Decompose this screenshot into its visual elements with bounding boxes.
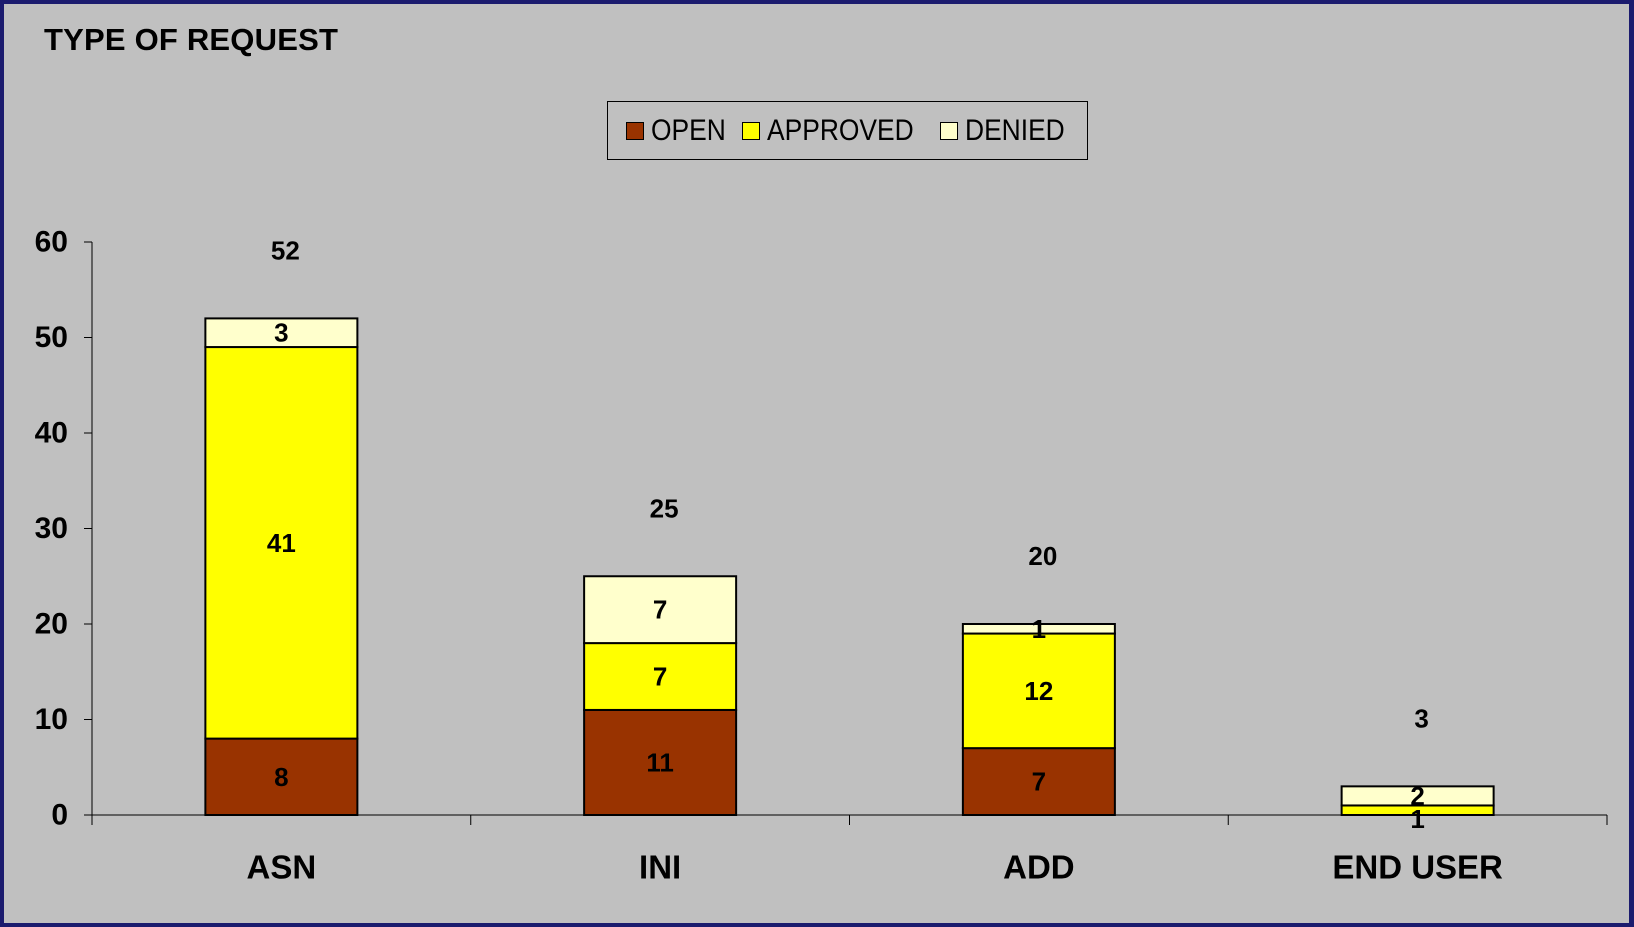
data-label-approved: 12 bbox=[1024, 676, 1053, 706]
bar-denied-asn bbox=[204, 317, 359, 349]
data-label-denied: 1 bbox=[1032, 614, 1046, 644]
data-label-denied: 2 bbox=[1410, 781, 1424, 811]
legend-label-approved: APPROVED bbox=[767, 113, 915, 147]
legend-label-denied: DENIED bbox=[965, 113, 1065, 147]
data-label-approved: 41 bbox=[267, 528, 296, 558]
data-label-denied: 7 bbox=[653, 595, 667, 625]
x-category-label: END USER bbox=[1332, 849, 1503, 886]
total-label: 20 bbox=[1028, 541, 1057, 571]
data-label-open: 8 bbox=[274, 762, 288, 792]
total-label: 52 bbox=[271, 235, 300, 265]
y-tick-label: 0 bbox=[51, 799, 68, 832]
y-tick-label: 50 bbox=[35, 321, 68, 354]
x-category-label: ADD bbox=[1003, 849, 1075, 886]
bar-open-add bbox=[961, 747, 1116, 817]
data-label-approved: 7 bbox=[653, 662, 667, 692]
x-category-label: INI bbox=[639, 849, 681, 886]
legend-item-approved: APPROVED bbox=[742, 114, 924, 148]
legend-swatch-open bbox=[626, 121, 645, 140]
legend-item-open: OPEN bbox=[626, 114, 726, 148]
bar-denied-add bbox=[961, 623, 1116, 635]
total-label: 3 bbox=[1414, 703, 1428, 733]
y-tick-label: 10 bbox=[35, 703, 68, 736]
y-tick-label: 40 bbox=[35, 417, 68, 450]
chart-legend: OPEN APPROVED DENIED bbox=[607, 101, 1088, 160]
x-category-label: ASN bbox=[247, 849, 317, 886]
bar-open-ini bbox=[583, 708, 738, 817]
data-label-open: 7 bbox=[1032, 767, 1046, 797]
bar-approved-add bbox=[961, 632, 1116, 750]
total-label: 25 bbox=[650, 493, 679, 523]
chart-title: TYPE OF REQUEST bbox=[44, 22, 339, 57]
bar-approved-ini bbox=[583, 642, 738, 711]
y-tick-label: 30 bbox=[35, 512, 68, 545]
y-tick-label: 20 bbox=[35, 608, 68, 641]
y-tick-label: 60 bbox=[35, 226, 68, 259]
bar-denied-end-user bbox=[1340, 785, 1495, 807]
data-label-denied: 3 bbox=[274, 318, 288, 348]
legend-swatch-denied bbox=[940, 121, 959, 140]
legend-item-denied: DENIED bbox=[940, 114, 1068, 148]
legend-label-open: OPEN bbox=[651, 113, 727, 147]
data-label-open: 11 bbox=[646, 747, 674, 777]
bar-denied-ini bbox=[583, 575, 738, 645]
legend-swatch-approved bbox=[742, 121, 761, 140]
bar-open-asn bbox=[204, 737, 359, 816]
data-label-approved: 1 bbox=[1410, 804, 1424, 834]
